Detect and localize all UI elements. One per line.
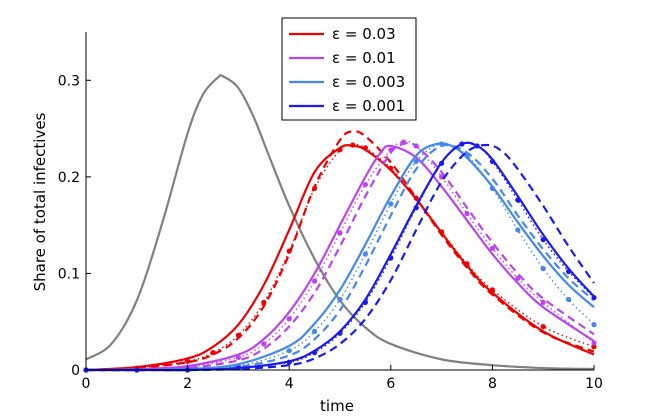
- series-2-marker: [362, 251, 368, 257]
- series-2-marker: [515, 227, 521, 233]
- series-2-marker: [566, 296, 572, 303]
- legend-label-1: ε = 0.01: [332, 49, 396, 67]
- series-2-dotted-line: [85, 143, 595, 371]
- x-tick-label: 0: [82, 376, 91, 392]
- series-0-marker: [540, 323, 546, 330]
- series-1-marker: [362, 181, 368, 188]
- series-1-marker: [337, 230, 343, 236]
- x-tick-label: 6: [386, 376, 395, 392]
- series-1-marker: [489, 245, 495, 251]
- series-1-marker: [312, 278, 318, 284]
- series-group-2: [83, 141, 597, 373]
- y-tick-label: 0.2: [58, 170, 80, 186]
- series-0-dashed-line: [85, 130, 595, 372]
- y-tick-label: 0.1: [58, 266, 80, 282]
- series-1-marker: [400, 139, 407, 145]
- series-0-marker: [591, 344, 597, 350]
- series-3-dashed-line: [85, 143, 595, 372]
- series-2-marker: [591, 322, 597, 328]
- baseline-curve: [85, 74, 595, 371]
- series-2-marker: [337, 296, 343, 303]
- series-1-marker: [261, 341, 267, 347]
- series-group-0: [83, 130, 597, 373]
- plot-curves: [83, 74, 597, 373]
- legend-label-2: ε = 0.003: [332, 73, 405, 91]
- series-1-solid-line: [85, 144, 595, 372]
- series-1-marker: [591, 340, 597, 346]
- series-0-marker: [235, 332, 241, 338]
- y-tick-label: 0.3: [58, 73, 80, 89]
- series-0-marker: [185, 358, 191, 364]
- axes: 0 2 4 6 8 10 0 0.1 0.2 0.3: [58, 32, 603, 392]
- series-1-marker: [388, 147, 394, 153]
- series-2-marker: [413, 158, 419, 165]
- x-tick-label: 2: [183, 376, 192, 392]
- series-1-marker: [515, 275, 521, 281]
- series-3-solid-line: [85, 141, 595, 372]
- x-tick-label: 8: [488, 376, 497, 392]
- series-2-marker: [388, 201, 394, 207]
- series-1-marker: [286, 316, 292, 322]
- series-2-marker: [540, 266, 546, 272]
- series-1-marker: [464, 210, 470, 217]
- series-2-solid-line: [85, 142, 595, 372]
- series-group-1: [83, 139, 597, 373]
- series-0-solid-line: [85, 144, 595, 372]
- y-tick-label: 0: [71, 363, 80, 379]
- series-0-marker: [312, 185, 318, 192]
- series-2-dashed-line: [85, 143, 595, 372]
- legend-label-3: ε = 0.001: [332, 97, 405, 115]
- series-0-marker: [261, 299, 267, 305]
- x-tick-label: 10: [585, 376, 603, 392]
- series-0-marker: [210, 350, 216, 356]
- legend: ε = 0.03 ε = 0.01 ε = 0.003 ε = 0.001: [281, 17, 417, 121]
- legend-label-0: ε = 0.03: [332, 25, 396, 43]
- series-0-marker: [286, 248, 292, 254]
- series-1-dashed-line: [85, 141, 595, 372]
- series-1-marker: [413, 143, 419, 149]
- y-axis-label: Share of total infectives: [31, 112, 49, 291]
- series-2-marker: [286, 348, 292, 354]
- series-1-dotted-line: [85, 140, 595, 371]
- x-axis-label: time: [320, 397, 354, 415]
- series-group-3: [83, 141, 597, 373]
- series-2-marker: [312, 328, 318, 334]
- x-tick-label: 4: [285, 376, 294, 392]
- series-0-dotted-line: [85, 144, 595, 371]
- series-1-marker: [540, 299, 546, 305]
- series-3-dotted-line: [85, 141, 595, 371]
